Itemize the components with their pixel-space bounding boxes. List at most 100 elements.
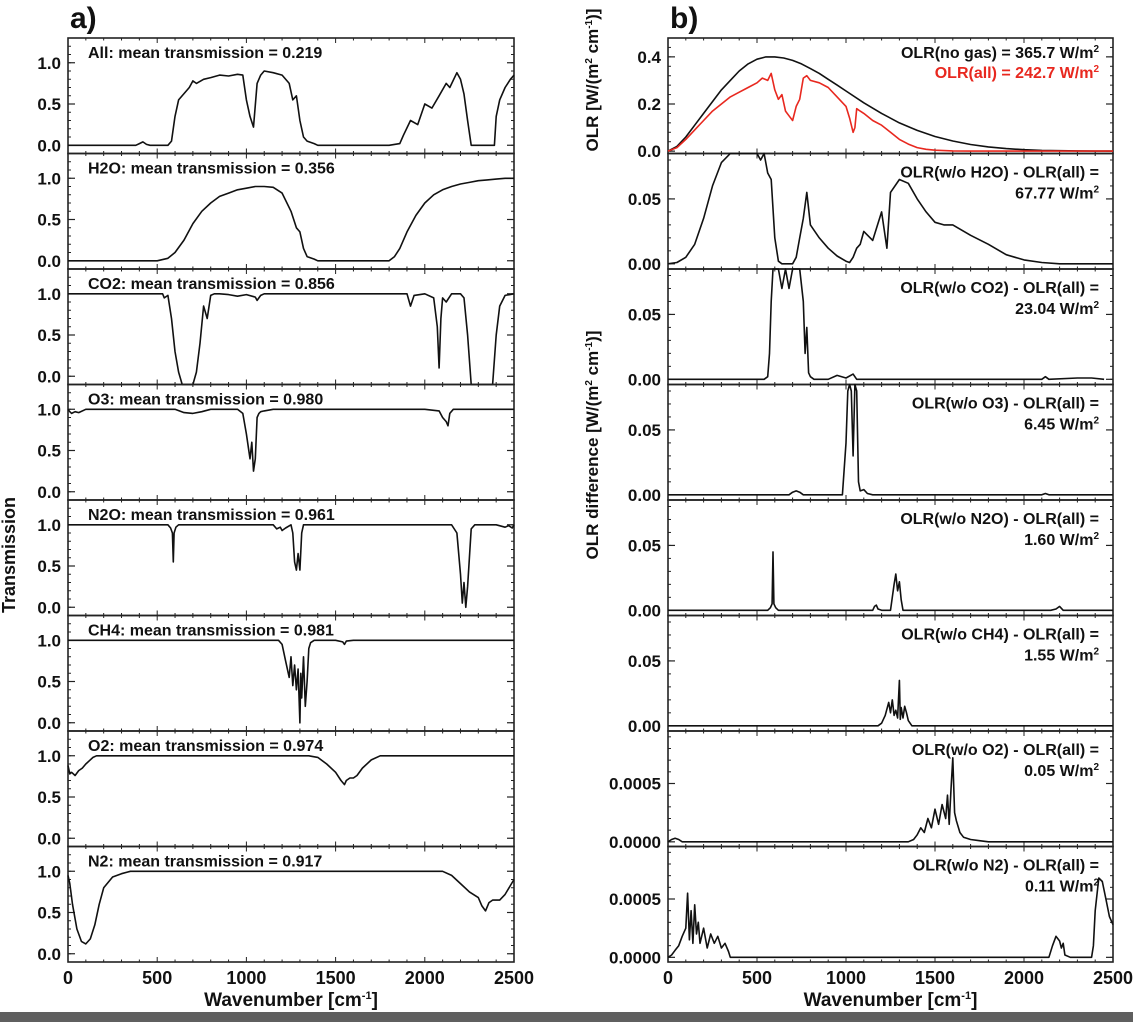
subplot-label-line2: 1.60 W/m2 bbox=[1024, 531, 1099, 549]
y-tick-label: 0.0 bbox=[37, 136, 61, 155]
data-line-n2o bbox=[68, 524, 515, 609]
x-tick-label: 500 bbox=[742, 968, 772, 988]
y-tick-label: 0.00 bbox=[628, 601, 661, 620]
data-line-o2 bbox=[67, 755, 514, 786]
subplot-label: N2: mean transmission = 0.917 bbox=[88, 854, 322, 871]
subplot-label-line2: 0.05 W/m2 bbox=[1024, 762, 1099, 780]
subplot-label-line2: 0.11 W/m2 bbox=[1025, 878, 1099, 896]
data-line-h2o bbox=[667, 152, 1113, 265]
x-tick-label: 500 bbox=[142, 968, 172, 988]
data-line-n2 bbox=[67, 870, 515, 945]
y-tick-label: 1.0 bbox=[37, 862, 61, 881]
data-line-n2 bbox=[667, 877, 1114, 959]
data-line-o3 bbox=[668, 383, 1113, 496]
y-tick-label: 0.0 bbox=[37, 945, 61, 964]
y-tick-label: 0.0 bbox=[637, 142, 661, 161]
subplot-o2: 0.0 0.5 1.0 O2: mean transmission = 0.974 bbox=[37, 730, 515, 848]
y-axis-label-olr: OLR [W/(m2 cm-1)] bbox=[583, 9, 602, 152]
y-tick-label: 0.05 bbox=[628, 190, 661, 209]
legend-olr-all: OLR(all) = 242.7 W/m2 bbox=[935, 64, 1100, 82]
panel-label: b) bbox=[670, 2, 698, 35]
subplot-n2o: 0.00 0.05 OLR(w/o N2O) - OLR(all) = 1.60 W/… bbox=[628, 499, 1114, 620]
y-tick-label: 0.05 bbox=[628, 536, 661, 555]
subplot-value-sup: 2 bbox=[1093, 762, 1099, 773]
y-tick-label: 0.0 bbox=[37, 483, 61, 502]
subplot-o2: 0.0000 0.0005 OLR(w/o O2) - OLR(all) = 0.05… bbox=[609, 730, 1114, 852]
x-tick-label: 0 bbox=[663, 968, 673, 988]
x-axis-label-end: ] bbox=[971, 990, 977, 1011]
legend-text: OLR(all) = 242.7 W/m bbox=[935, 65, 1094, 82]
subplot-label-line1: OLR(w/o CH4) - OLR(all) = bbox=[901, 627, 1099, 644]
y-tick-label: 0.0000 bbox=[609, 833, 661, 852]
legend-text: OLR(no gas) = 365.7 W/m bbox=[901, 45, 1093, 62]
y-tick-label: 1.0 bbox=[37, 631, 61, 650]
subplot-label-line1: OLR(w/o O3) - OLR(all) = bbox=[912, 396, 1099, 413]
x-tick-label: 2000 bbox=[405, 968, 445, 988]
y-axis-label-part: OLR difference [W/(m bbox=[583, 386, 602, 560]
y-tick-label: 0.5 bbox=[37, 326, 61, 345]
subplot-label-line2: 6.45 W/m2 bbox=[1024, 416, 1099, 434]
subplot-label-line2: 1.55 W/m2 bbox=[1024, 647, 1099, 665]
y-axis-label-part: )] bbox=[583, 9, 602, 20]
subplot-label: H2O: mean transmission = 0.356 bbox=[88, 161, 335, 178]
y-tick-label: 0.5 bbox=[37, 442, 61, 461]
subplot-n2: 0.0 0.5 1.0 N2: mean transmission = 0.917 bbox=[37, 845, 515, 964]
y-tick-label: 1.0 bbox=[37, 747, 61, 766]
y-tick-label: 0.0005 bbox=[609, 890, 661, 909]
subplot-value: 1.55 W/m bbox=[1024, 648, 1093, 665]
y-tick-label: 0.0 bbox=[37, 252, 61, 271]
y-tick-label: 0.0000 bbox=[609, 948, 661, 967]
subplot-value-sup: 2 bbox=[1093, 185, 1099, 196]
subplot-value: 23.04 W/m bbox=[1015, 301, 1093, 318]
y-tick-label: 0.05 bbox=[628, 652, 661, 671]
y-axis-label-part: -1 bbox=[584, 341, 595, 350]
x-tick-label: 2000 bbox=[1004, 968, 1044, 988]
subplot-n2o: 0.0 0.5 1.0 N2O: mean transmission = 0.961 bbox=[37, 499, 515, 617]
subplot-o3: 0.0 0.5 1.0 O3: mean transmission = 0.980 bbox=[37, 383, 515, 502]
panel-a: a) 0.0 0.5 1.0 All: mean transmission = 0.21… bbox=[37, 2, 534, 1011]
subplot-value: 0.05 W/m bbox=[1024, 763, 1093, 780]
y-tick-label: 0.5 bbox=[37, 211, 61, 230]
y-tick-label: 0.5 bbox=[37, 788, 61, 807]
y-tick-label: 0.2 bbox=[637, 95, 661, 114]
x-axis-label: Wavenumber [cm-1] bbox=[804, 990, 978, 1011]
y-tick-label: 0.5 bbox=[37, 95, 61, 114]
subplot-label: O3: mean transmission = 0.980 bbox=[88, 392, 323, 409]
x-axis-label-text: Wavenumber [cm bbox=[804, 990, 962, 1011]
subplot-value: 6.45 W/m bbox=[1024, 417, 1093, 434]
y-tick-label: 1.0 bbox=[37, 169, 61, 188]
subplot-ch4: 0.00 0.05 OLR(w/o CH4) - OLR(all) = 1.55 W/… bbox=[628, 614, 1114, 736]
x-axis-label-sup: -1 bbox=[961, 990, 971, 1002]
legend-sup: 2 bbox=[1093, 64, 1099, 75]
x-axis-label: Wavenumber [cm-1] bbox=[204, 990, 378, 1011]
x-tick-label: 1000 bbox=[226, 968, 266, 988]
y-tick-label: 1.0 bbox=[37, 400, 61, 419]
y-tick-label: 0.00 bbox=[628, 370, 661, 389]
subplot-label-line2: 23.04 W/m2 bbox=[1015, 300, 1099, 318]
y-axis-label-part: 2 bbox=[584, 380, 595, 386]
y-tick-label: 0.0 bbox=[37, 714, 61, 733]
y-axis-label-part: )] bbox=[583, 331, 602, 342]
subplot-n2: 0.0000 0.0005 OLR(w/o N2) - OLR(all) = 0.11… bbox=[609, 845, 1114, 967]
data-line-o2 bbox=[667, 757, 1113, 843]
y-tick-label: 1.0 bbox=[37, 516, 61, 535]
y-tick-label: 0.00 bbox=[628, 486, 661, 505]
subplot-value-sup: 2 bbox=[1093, 416, 1099, 427]
subplot-value-sup: 2 bbox=[1093, 647, 1099, 658]
y-tick-label: 0.5 bbox=[37, 557, 61, 576]
subplot-value: 67.77 W/m bbox=[1015, 186, 1093, 203]
subplot-label-line2: 67.77 W/m2 bbox=[1015, 185, 1099, 203]
data-line-olr-no-gas- bbox=[667, 56, 1113, 152]
subplot-ch4: 0.0 0.5 1.0 CH4: mean transmission = 0.981 bbox=[37, 614, 515, 733]
x-tick-label: 1500 bbox=[316, 968, 356, 988]
y-axis-label-part: -1 bbox=[584, 19, 595, 28]
data-line-n2o bbox=[668, 551, 1113, 612]
data-line-co2 bbox=[668, 268, 1105, 381]
subplot-h2o: 0.00 0.05 OLR(w/o H2O) - OLR(all) = 67.77 W… bbox=[628, 152, 1114, 274]
data-line-h2o bbox=[68, 177, 514, 262]
subplot-value-sup: 2 bbox=[1093, 300, 1099, 311]
subplot-label-line1: OLR(w/o N2) - OLR(all) = bbox=[913, 858, 1099, 875]
x-axis-label-text: Wavenumber [cm bbox=[204, 990, 362, 1011]
subplot-label: CH4: mean transmission = 0.981 bbox=[88, 623, 334, 640]
